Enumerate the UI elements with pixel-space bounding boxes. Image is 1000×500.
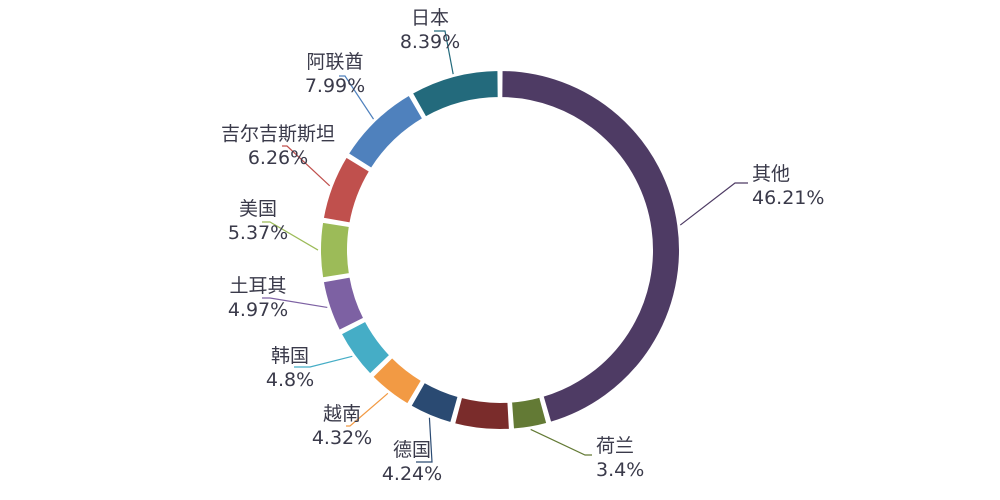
slice-韩国 — [339, 319, 392, 376]
slice-name-label: 阿联酋 — [306, 51, 363, 73]
slice-德国 — [409, 380, 460, 425]
slice-name-label: 美国 — [239, 198, 277, 220]
slice-name-label: 德国 — [393, 439, 431, 461]
leader-line-吉尔吉斯斯坦 — [282, 145, 331, 187]
slice-name-label: 土耳其 — [229, 275, 286, 297]
slice-value-label: 4.8% — [266, 369, 314, 391]
slice-name-label: 吉尔吉斯斯坦 — [221, 123, 335, 145]
slice-美国 — [319, 220, 352, 280]
slice-越南 — [370, 355, 424, 406]
slice-name-label: 其他 — [752, 163, 790, 185]
slice-日本 — [410, 68, 500, 119]
slice-value-label: 4.97% — [228, 299, 288, 321]
leader-line-其他 — [679, 182, 748, 226]
slice-吉尔吉斯斯坦 — [321, 155, 372, 225]
leader-line-德国 — [416, 417, 433, 463]
slice-value-label: 3.4% — [596, 459, 644, 481]
slice-value-label: 46.21% — [752, 187, 824, 209]
leader-line-越南 — [346, 392, 389, 427]
leader-line-土耳其 — [262, 297, 328, 309]
leader-line-韩国 — [294, 355, 353, 368]
slice-value-label: 8.39% — [400, 31, 460, 53]
slice-value-label: 6.26% — [248, 147, 308, 169]
slice-其他 — [500, 68, 681, 425]
slice-value-label: 4.32% — [312, 427, 372, 449]
leader-line-日本 — [434, 30, 454, 75]
slice-value-label: 5.37% — [228, 222, 288, 244]
slice-荷兰 — [509, 395, 549, 431]
leader-line-阿联酋 — [339, 75, 375, 120]
leader-line-荷兰 — [530, 428, 592, 456]
leader-line-美国 — [262, 221, 319, 251]
slice-value-label: 7.99% — [305, 75, 365, 97]
slice-土耳其 — [321, 275, 366, 333]
slice-name-label: 日本 — [411, 7, 449, 29]
slice-value-label: 4.24% — [382, 463, 442, 485]
slice-name-label: 荷兰 — [596, 435, 634, 457]
slice-name-label: 越南 — [323, 403, 361, 425]
slice-name-label: 韩国 — [271, 345, 309, 367]
slice-阿联酋 — [346, 93, 425, 171]
slice-slice-2 — [452, 395, 511, 431]
